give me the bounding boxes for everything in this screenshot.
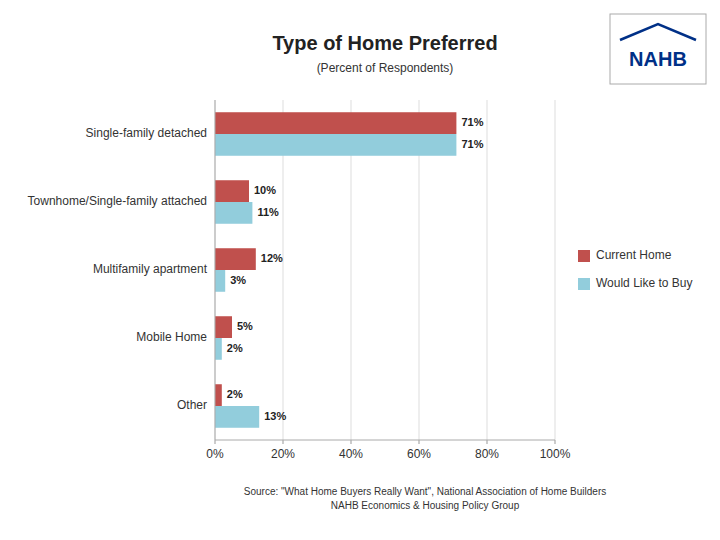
data-label: 11% <box>257 206 279 218</box>
logo-box <box>610 14 706 84</box>
data-label: 71% <box>461 138 483 150</box>
legend-swatch <box>578 250 590 262</box>
title: Type of Home Preferred <box>272 32 497 54</box>
tick-label: 80% <box>475 447 499 461</box>
bar <box>215 248 256 270</box>
tick-mark <box>215 440 216 444</box>
bar <box>215 384 222 406</box>
tick-mark <box>487 440 488 444</box>
data-label: 12% <box>261 252 283 264</box>
category-label: Single-family detached <box>86 126 207 140</box>
bar <box>215 180 249 202</box>
category-label: Other <box>177 398 207 412</box>
category-label: Townhome/Single-family attached <box>28 194 207 208</box>
x-axis-line <box>215 440 555 441</box>
data-label: 3% <box>230 274 246 286</box>
data-label: 5% <box>237 320 253 332</box>
tick-mark <box>351 440 352 444</box>
tick-label: 20% <box>271 447 295 461</box>
data-label: 71% <box>461 116 483 128</box>
source-note: Source: "What Home Buyers Really Want", … <box>244 486 606 497</box>
legend: Current Home Would Like to Buy <box>578 248 693 290</box>
tick-mark <box>419 440 420 444</box>
category-label: Mobile Home <box>136 330 207 344</box>
bar <box>215 406 259 428</box>
bars <box>215 112 456 428</box>
category-label: Multifamily apartment <box>93 262 208 276</box>
tick-label: 100% <box>540 447 571 461</box>
bar <box>215 202 252 224</box>
logo: NAHB <box>610 14 706 84</box>
bar <box>215 270 225 292</box>
logo-roof <box>620 24 696 40</box>
grid-line <box>487 100 488 440</box>
bar <box>215 134 456 156</box>
legend-entry: Would Like to Buy <box>596 276 693 290</box>
data-label: 13% <box>264 410 286 422</box>
grid-line <box>555 100 556 440</box>
data-label: 2% <box>227 342 243 354</box>
legend-swatch <box>578 278 590 290</box>
data-label: 2% <box>227 388 243 400</box>
grid-line <box>215 100 216 440</box>
chart: Type of Home Preferred (Percent of Respon… <box>0 0 720 540</box>
tick-label: 0% <box>206 447 224 461</box>
bar <box>215 316 232 338</box>
grid <box>215 100 555 440</box>
tick-mark <box>555 440 556 444</box>
background <box>0 0 720 540</box>
bar <box>215 338 222 360</box>
logo-text: NAHB <box>629 48 687 70</box>
subtitle: (Percent of Respondents) <box>317 61 454 75</box>
legend-entry: Current Home <box>596 248 672 262</box>
tick-label: 40% <box>339 447 363 461</box>
data-labels: 71% 71% 10% 11% 12% 3% 5% 2% 2% 13% <box>227 116 484 422</box>
tick-label: 60% <box>407 447 431 461</box>
bar <box>215 112 456 134</box>
data-label: 10% <box>254 184 276 196</box>
y-axis-line <box>215 100 216 440</box>
source-note: NAHB Economics & Housing Policy Group <box>331 500 520 511</box>
tick-mark <box>283 440 284 444</box>
